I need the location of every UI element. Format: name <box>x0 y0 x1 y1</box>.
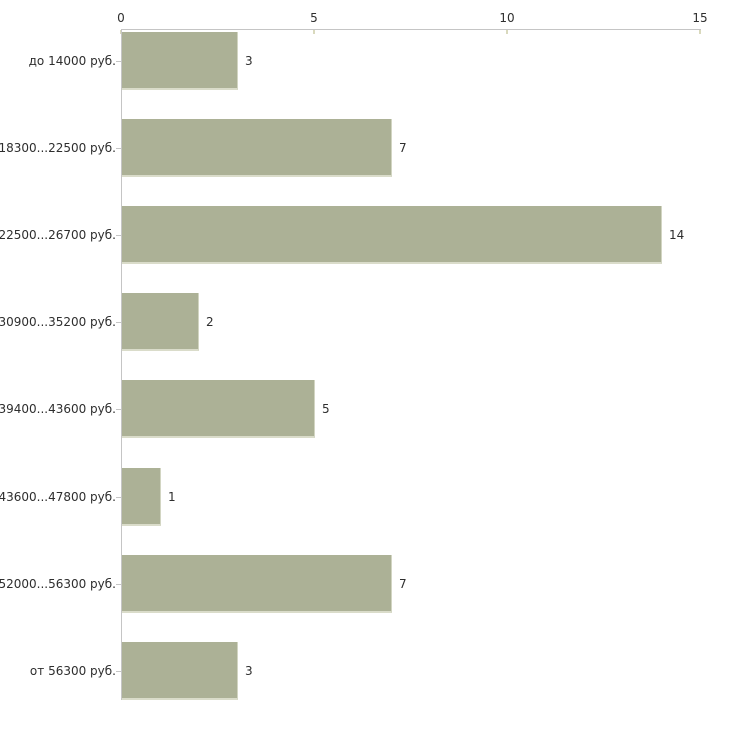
category-tick <box>116 322 121 323</box>
category-tick <box>116 671 121 672</box>
category-tick <box>116 61 121 62</box>
bar <box>122 119 392 177</box>
x-axis-tick-label: 0 <box>117 11 125 25</box>
category-label: 18300...22500 руб. <box>0 141 116 155</box>
value-label: 1 <box>168 490 176 504</box>
category-label: 43600...47800 руб. <box>0 490 116 504</box>
x-axis-tick-label: 15 <box>692 11 708 25</box>
y-axis-line <box>121 29 122 700</box>
category-label: 39400...43600 руб. <box>0 402 116 416</box>
value-label: 7 <box>399 141 407 155</box>
category-tick <box>116 148 121 149</box>
bar <box>122 293 199 351</box>
bar <box>122 206 662 264</box>
bar <box>122 380 315 438</box>
value-label: 3 <box>245 54 253 68</box>
bar <box>122 555 392 613</box>
x-axis-tick <box>506 30 508 34</box>
category-label: от 56300 руб. <box>29 664 116 678</box>
value-label: 7 <box>399 577 407 591</box>
x-axis-tick-label: 5 <box>310 11 318 25</box>
x-axis-line <box>121 29 701 30</box>
category-label: 30900...35200 руб. <box>0 315 116 329</box>
value-label: 14 <box>669 228 685 242</box>
category-label: 22500...26700 руб. <box>0 228 116 242</box>
category-label: до 14000 руб. <box>28 54 116 68</box>
bar <box>122 32 238 90</box>
x-axis-tick <box>699 30 701 34</box>
bar <box>122 642 238 700</box>
bar <box>122 468 161 526</box>
category-tick <box>116 584 121 585</box>
value-label: 2 <box>206 315 214 329</box>
value-label: 5 <box>322 402 330 416</box>
category-label: 52000...56300 руб. <box>0 577 116 591</box>
category-tick <box>116 409 121 410</box>
category-tick <box>116 235 121 236</box>
x-axis-tick <box>313 30 315 34</box>
value-label: 3 <box>245 664 253 678</box>
category-tick <box>116 497 121 498</box>
x-axis-tick-label: 10 <box>499 11 515 25</box>
